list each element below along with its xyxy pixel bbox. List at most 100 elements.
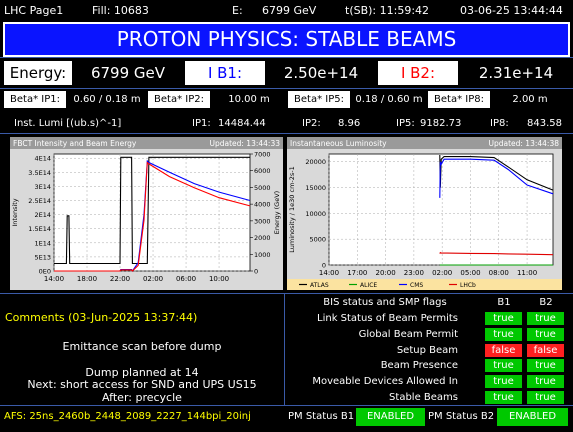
y-tick-label: 5000	[309, 236, 326, 244]
ip-value: 14484.44	[218, 118, 266, 129]
y-tick-label: 2.5E14	[28, 197, 51, 205]
y-tick-label: 3.5E14	[28, 169, 51, 177]
header-item: t(SB): 11:59:42	[345, 4, 430, 17]
x-tick-label: 14:00	[319, 269, 339, 277]
comments-title: Comments (03-Jun-2025 13:37:44)	[5, 311, 198, 324]
bis-flag: true	[527, 391, 564, 404]
pm-label: PM Status B2	[428, 411, 495, 422]
y-tick-label: 5E13	[34, 253, 51, 261]
bis-flag: true	[527, 375, 564, 389]
series-line	[439, 158, 554, 198]
ip-value: 843.58	[527, 118, 562, 129]
ib1-label: I B1:	[185, 61, 265, 85]
bis-flag: true	[527, 359, 564, 373]
y2-tick-label: 7000	[254, 151, 271, 159]
bis-label: Link Status of Beam Permits	[317, 313, 458, 324]
y2-tick-label: 3000	[254, 217, 271, 225]
energy-value: 6799 GeV	[90, 64, 166, 82]
bis-title: BIS status and SMP flags	[323, 297, 447, 308]
pm-label: PM Status B1	[288, 411, 355, 422]
beta-value: 10.00 m	[228, 94, 270, 105]
bis-column: B2	[539, 297, 553, 308]
bis-flag: true	[485, 359, 522, 373]
beta-label: Beta* IP8:	[428, 91, 490, 108]
bis-flag: true	[527, 312, 564, 325]
ip-value: 8.96	[338, 118, 361, 129]
y-tick-label: 3E14	[34, 183, 51, 191]
chart-title: FBCT Intensity and Beam Energy	[13, 139, 137, 148]
comment-line: Emittance scan before dump	[62, 340, 222, 353]
x-tick-label: 17:00	[347, 269, 367, 277]
bis-label: Global Beam Permit	[358, 328, 458, 340]
y2-tick-label: 4000	[254, 201, 271, 209]
ip-label: IP2:	[302, 118, 321, 129]
bis-flag: true	[527, 327, 564, 341]
ip-value: 9182.73	[420, 118, 462, 129]
x-tick-label: 05:00	[460, 269, 480, 277]
header-item: LHC Page1	[4, 4, 64, 17]
bis-label: Stable Beams	[389, 392, 458, 403]
beta-label: Beta* IP1:	[4, 91, 66, 108]
bis-flag: false	[485, 343, 522, 357]
beta-value: 2.00 m	[512, 94, 548, 105]
legend-label: ATLAS	[310, 282, 329, 289]
y2-tick-label: 5000	[254, 184, 271, 192]
chart-title: Instantaneous Luminosity	[290, 139, 387, 148]
header-item: 03-06-25 13:44:44	[460, 4, 563, 17]
title-bar	[10, 137, 283, 149]
beta-label: Beta* IP5:	[288, 91, 350, 108]
y-tick-label: 1E14	[34, 239, 51, 247]
legend-background	[287, 279, 562, 290]
x-tick-label: 06:00	[176, 275, 196, 283]
pm-status: ENABLED	[497, 408, 568, 426]
bis-label: Beam Presence	[380, 360, 458, 372]
legend-label: CMS	[410, 282, 423, 289]
y-tick-label: 0E0	[39, 268, 51, 276]
y2-tick-label: 6000	[254, 167, 271, 175]
x-tick-label: 08:00	[489, 269, 509, 277]
comment-line: Dump planned at 14	[85, 366, 199, 379]
legend-label: LHCb	[460, 282, 476, 289]
bis-flag: true	[485, 375, 522, 389]
chart: FBCT Intensity and Beam Energy Updated: 1…	[10, 137, 283, 290]
y2-tick-label: 0	[254, 268, 258, 276]
x-tick-label: 22:00	[110, 275, 130, 283]
bis-flag: false	[527, 343, 564, 357]
pm-status: ENABLED	[356, 408, 425, 426]
bis-column: B1	[497, 297, 511, 308]
chart-updated: Updated: 13:44:38	[488, 139, 559, 148]
y-tick-label: 15000	[305, 184, 326, 192]
y-tick-label: 20000	[305, 158, 326, 166]
legend-label: ALICE	[360, 282, 377, 289]
x-tick-label: 20:00	[375, 269, 395, 277]
series-line	[54, 161, 251, 272]
x-tick-label: 23:00	[404, 269, 424, 277]
ip-label: IP5:	[396, 118, 415, 129]
x-tick-label: 11:00	[517, 269, 537, 277]
comment-line: Next: short access for SND and UPS US15	[27, 378, 257, 391]
y-tick-label: 1.5E14	[28, 225, 51, 233]
bis-flag: true	[485, 391, 522, 404]
bis-flag: true	[485, 327, 522, 341]
comment-line: After: precycle	[102, 391, 182, 404]
x-tick-label: 02:00	[143, 275, 163, 283]
x-tick-label: 18:00	[77, 275, 97, 283]
y2-tick-label: 2000	[254, 234, 271, 242]
header-item: Fill: 10683	[92, 4, 149, 17]
chart-updated: Updated: 13:44:33	[209, 139, 280, 148]
ib2-value: 2.31e+14	[478, 64, 554, 82]
series-line	[54, 156, 250, 265]
beta-value: 0.18 / 0.60 m	[355, 94, 423, 105]
bis-label: Moveable Devices Allowed In	[312, 376, 458, 388]
bis-label: Setup Beam	[396, 344, 458, 356]
afs: AFS: 25ns_2460b_2448_2089_2227_144bpi_20…	[4, 411, 251, 422]
ip-label: IP1:	[192, 118, 211, 129]
y-tick-label: 2E14	[34, 211, 51, 219]
beta-label: Beta* IP2:	[148, 91, 210, 108]
y-axis-label: Intensity	[11, 198, 19, 226]
ip-label: IP8:	[490, 118, 509, 129]
energy-label: Energy:	[4, 61, 72, 85]
lumi-label: Inst. Lumi [(ub.s)^-1]	[14, 118, 122, 129]
x-tick-label: 10:00	[209, 275, 229, 283]
y-tick-label: 10000	[305, 210, 326, 218]
